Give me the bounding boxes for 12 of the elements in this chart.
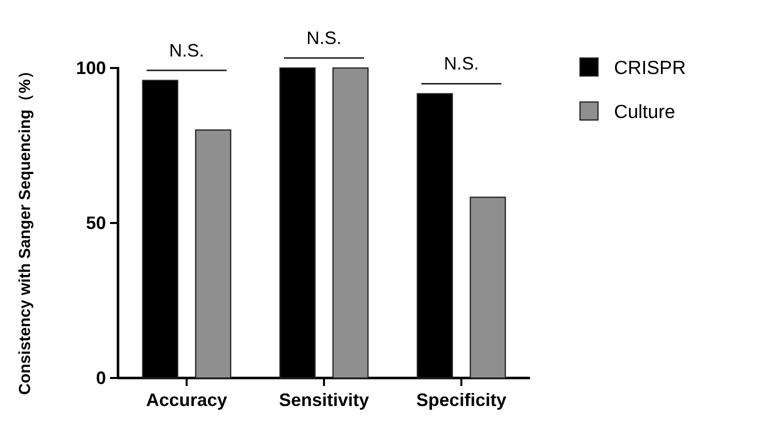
x-tick-label: Accuracy <box>146 390 228 410</box>
x-tick-label: Sensitivity <box>278 390 370 410</box>
text: N.S. <box>306 28 342 48</box>
x-tick-label: Specificity <box>416 390 506 410</box>
y-tick-label: 0 <box>96 368 106 388</box>
legend-label: Culture <box>614 102 676 123</box>
text: N.S. <box>169 40 204 60</box>
y-axis-title: Consistency with Sanger Sequencing（%） <box>17 63 34 395</box>
y-tick-label: 100 <box>76 58 106 78</box>
y-tick-label: 50 <box>86 213 106 233</box>
legend-label: CRISPR <box>614 58 686 79</box>
annotation: N.S. <box>444 54 479 74</box>
